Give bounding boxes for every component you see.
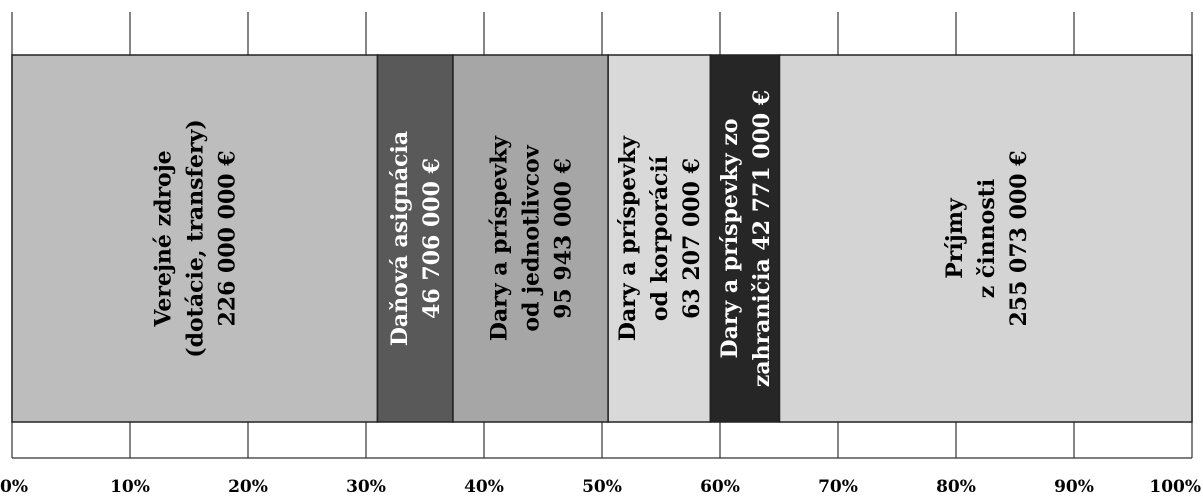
x-tick-label: 10% (110, 477, 150, 497)
segment-label: Dary a príspevky od jednotlivcov 95 943 00… (487, 135, 577, 341)
segment-label-line: 226 000 000 € (215, 150, 241, 326)
x-tick-label: 0% (0, 477, 28, 497)
segment-label-line: od korporácií (647, 155, 673, 321)
x-tick-label: 70% (818, 477, 858, 497)
segment-label-line: od jednotlivcov (519, 144, 545, 331)
x-tick-label: 40% (464, 477, 504, 497)
segment-label-line: 255 073 000 € (1006, 150, 1032, 326)
segment-label: Daňová asignácia 46 706 000 € (387, 131, 445, 346)
segment-label-line: Dary a príspevky (487, 135, 513, 341)
segment-label-line: Dary a príspevky zo (717, 118, 743, 358)
bar-segments (11, 54, 1193, 423)
segment-label-line: z činnosti (974, 179, 1000, 298)
bar-segment (778, 54, 1193, 423)
segment-label: Verejné zdroje (dotácie, transfery) 226 00… (151, 119, 241, 358)
x-tick-label: 60% (700, 477, 740, 497)
bar-segment (11, 54, 379, 423)
x-tick-label: 100% (1149, 477, 1201, 497)
bar-segment (607, 54, 712, 423)
segment-label: Dary a príspevky od korporácií 63 207 000 … (615, 135, 705, 341)
segment-labels: Verejné zdroje (dotácie, transfery) 226 00… (151, 90, 1032, 387)
x-axis: 0% 10% 20% 30% 40% 50% 60% 70% 80% 90% 100% (0, 457, 1201, 497)
bar-segment (452, 54, 609, 423)
x-tick-label: 20% (228, 477, 268, 497)
segment-label: Dary a príspevky zo zahraničia 42 771 000… (717, 90, 775, 387)
segment-label-line: 63 207 000 € (679, 158, 705, 319)
x-tick-label: 80% (936, 477, 976, 497)
segment-label-line: Verejné zdroje (151, 150, 177, 327)
bar-segment (709, 54, 781, 423)
segment-label-line: (dotácie, transfery) (183, 119, 209, 358)
segment-label-line: Dary a príspevky (615, 135, 641, 341)
segment-label-line: Príjmy (942, 197, 968, 279)
bar-segment (376, 54, 454, 423)
x-tick-label: 90% (1054, 477, 1094, 497)
segment-label-line: Daňová asignácia (387, 131, 413, 346)
segment-label: Príjmy z činnosti 255 073 000 € (942, 150, 1032, 326)
x-tick-label: 30% (346, 477, 386, 497)
segment-label-line: zahraničia 42 771 000 € (749, 90, 775, 387)
x-tick-label: 50% (582, 477, 622, 497)
segment-label-line: 46 706 000 € (419, 158, 445, 319)
segment-label-line: 95 943 000 € (551, 158, 577, 319)
